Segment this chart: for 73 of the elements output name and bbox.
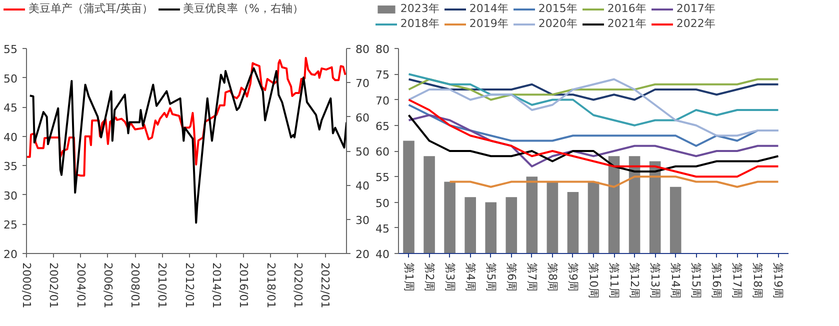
- x-tick-label: 第1周: [402, 262, 416, 292]
- y-tick-label: 60: [376, 146, 390, 158]
- x-tick-label: 第3周: [443, 262, 456, 292]
- y-tick-label: 75: [376, 68, 390, 82]
- y2-tick-label: 30: [356, 214, 370, 227]
- line-series: [408, 73, 780, 126]
- legend-label: 美豆优良率（%，右轴）: [183, 1, 304, 16]
- y-tick-label: 45: [376, 222, 390, 236]
- line-series: [26, 56, 346, 177]
- y-tick-label: 50: [376, 196, 390, 210]
- x-tick-label: 第8周: [546, 262, 559, 292]
- x-tick-label: 2008/01: [128, 262, 142, 308]
- y-tick-label: 55: [376, 171, 390, 184]
- y2-tick-label: 50: [356, 146, 370, 158]
- y2-tick-label: 40: [356, 180, 370, 193]
- line-series: [408, 78, 780, 101]
- y2-tick-label: 20: [356, 248, 370, 261]
- y-tick-label: 55: [4, 43, 18, 56]
- x-tick-label: 第17周: [730, 262, 744, 298]
- x-tick-label: 2018/01: [264, 262, 278, 308]
- legend-label: 2014年: [469, 1, 508, 16]
- x-tick-label: 2016/01: [237, 262, 250, 308]
- x-tick-label: 2020/01: [291, 262, 304, 308]
- x-tick-label: 2014/01: [210, 262, 223, 308]
- x-tick-label: 第4周: [464, 262, 477, 292]
- x-tick-label: 第19周: [772, 262, 785, 298]
- x-tick-label: 第10周: [587, 262, 600, 298]
- legend-label: 2016年: [607, 1, 646, 16]
- x-tick-label: 第9周: [566, 262, 580, 292]
- y2-tick-label: 60: [356, 111, 370, 124]
- legend-label: 2019年: [469, 16, 508, 31]
- line-series: [408, 78, 780, 137]
- y2-tick-label: 70: [356, 77, 370, 90]
- x-tick-label: 第2周: [422, 262, 436, 292]
- x-tick-label: 2006/01: [101, 262, 114, 308]
- legend-label: 美豆单产（蒲式耳/英亩）: [28, 1, 154, 16]
- x-tick-label: 第16周: [710, 262, 724, 298]
- legend-label: 2022年: [676, 16, 716, 31]
- x-tick-label: 第7周: [525, 262, 538, 292]
- legend-label: 2020年: [538, 16, 578, 31]
- x-tick-label: 第15周: [690, 262, 703, 298]
- y-tick-label: 30: [4, 189, 18, 202]
- x-tick-label: 2012/01: [182, 262, 196, 308]
- x-tick-label: 第14周: [669, 262, 682, 298]
- y-tick-label: 25: [4, 218, 18, 232]
- y-tick-label: 70: [376, 94, 390, 108]
- y-tick-label: 65: [376, 120, 390, 133]
- x-tick-label: 2022/01: [318, 262, 332, 308]
- x-tick-label: 第5周: [484, 262, 498, 292]
- legend-label: 2018年: [400, 16, 440, 31]
- y-tick-label: 35: [4, 160, 18, 174]
- x-tick-label: 第13周: [648, 262, 662, 298]
- legend-label: 2021年: [607, 16, 646, 31]
- y-tick-label: 50: [4, 72, 18, 86]
- line-series: [408, 98, 780, 178]
- x-tick-label: 第12周: [628, 262, 642, 298]
- y-tick-label: 40: [376, 248, 390, 261]
- y-tick-label: 40: [4, 130, 18, 144]
- x-tick-label: 2002/01: [47, 262, 60, 308]
- x-tick-label: 2010/01: [156, 262, 169, 308]
- x-tick-label: 2000/01: [20, 262, 33, 308]
- legend-label: 2015年: [538, 1, 578, 16]
- legend-label: 2023年: [400, 1, 440, 16]
- x-tick-label: 2004/01: [74, 262, 88, 308]
- x-tick-label: 第18周: [751, 262, 764, 298]
- y-tick-label: 80: [376, 43, 390, 56]
- x-tick-label: 第11周: [608, 262, 621, 298]
- x-tick-label: 第6周: [504, 262, 518, 292]
- line-series: [28, 67, 346, 224]
- y-tick-label: 20: [4, 248, 18, 261]
- legend-label: 2017年: [676, 1, 716, 16]
- y-tick-label: 45: [4, 102, 18, 115]
- y2-tick-label: 80: [356, 43, 370, 56]
